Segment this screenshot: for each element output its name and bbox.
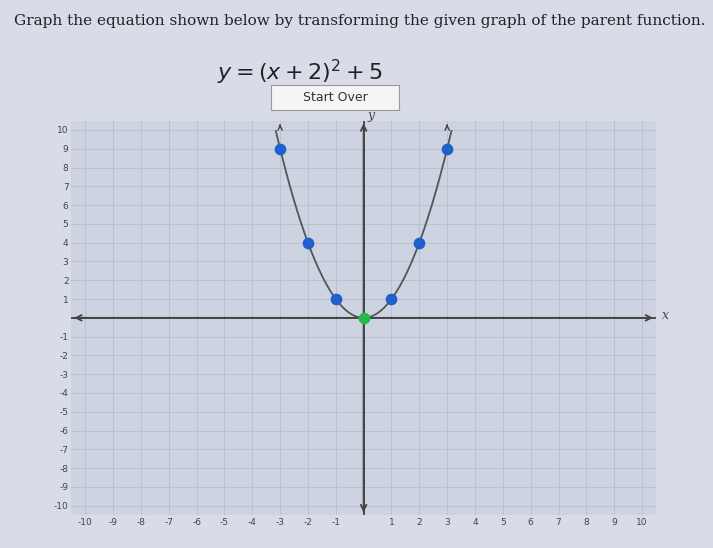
Point <box>386 295 397 304</box>
Point <box>441 144 453 153</box>
Text: Start Over: Start Over <box>303 91 367 104</box>
Text: y: y <box>367 109 374 122</box>
Point <box>330 295 342 304</box>
Text: x: x <box>662 309 669 322</box>
Point <box>275 144 286 153</box>
Point <box>358 313 369 322</box>
Point <box>302 238 314 247</box>
Text: $y = (x + 2)^2 + 5$: $y = (x + 2)^2 + 5$ <box>217 58 382 87</box>
Text: Graph the equation shown below by transforming the given graph of the parent fun: Graph the equation shown below by transf… <box>14 14 706 28</box>
Point <box>414 238 425 247</box>
